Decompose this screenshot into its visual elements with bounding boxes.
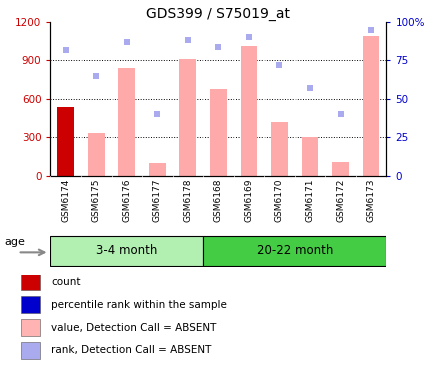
Text: age: age xyxy=(4,238,25,247)
Bar xyxy=(118,68,135,176)
Bar xyxy=(240,46,257,176)
Text: count: count xyxy=(51,277,80,287)
Text: GSM6178: GSM6178 xyxy=(183,179,192,222)
Text: GSM6173: GSM6173 xyxy=(366,179,374,222)
Text: GSM6176: GSM6176 xyxy=(122,179,131,222)
Text: GSM6170: GSM6170 xyxy=(274,179,283,222)
Bar xyxy=(209,89,226,176)
Point xyxy=(245,34,252,40)
Bar xyxy=(270,122,287,176)
Text: 3-4 month: 3-4 month xyxy=(96,243,157,257)
Text: GSM6177: GSM6177 xyxy=(152,179,162,222)
Point xyxy=(367,27,374,33)
Text: GSM6172: GSM6172 xyxy=(335,179,344,222)
Text: GSM6168: GSM6168 xyxy=(213,179,223,222)
Bar xyxy=(50,236,203,266)
Bar xyxy=(21,342,40,359)
Text: percentile rank within the sample: percentile rank within the sample xyxy=(51,300,226,310)
Text: value, Detection Call = ABSENT: value, Detection Call = ABSENT xyxy=(51,322,216,333)
Title: GDS399 / S75019_at: GDS399 / S75019_at xyxy=(146,7,290,21)
Point xyxy=(306,85,313,91)
Text: rank, Detection Call = ABSENT: rank, Detection Call = ABSENT xyxy=(51,346,211,355)
Bar xyxy=(362,36,378,176)
Bar xyxy=(21,319,40,336)
Bar xyxy=(148,163,166,176)
Bar xyxy=(57,107,74,176)
Point xyxy=(276,62,283,68)
Bar xyxy=(179,59,196,176)
Point xyxy=(184,37,191,43)
Point xyxy=(336,111,343,117)
Point xyxy=(153,111,160,117)
Text: GSM6169: GSM6169 xyxy=(244,179,253,222)
Bar xyxy=(332,162,348,176)
Text: GSM6175: GSM6175 xyxy=(92,179,101,222)
Point xyxy=(92,73,99,79)
Text: GSM6174: GSM6174 xyxy=(61,179,70,222)
Text: GSM6171: GSM6171 xyxy=(305,179,314,222)
Point xyxy=(123,39,130,45)
Point xyxy=(214,44,221,49)
Bar xyxy=(21,296,40,313)
Bar xyxy=(203,236,385,266)
Text: 20-22 month: 20-22 month xyxy=(256,243,332,257)
Bar xyxy=(301,137,318,176)
Point xyxy=(62,47,69,53)
Bar xyxy=(21,274,40,290)
Bar xyxy=(88,134,104,176)
